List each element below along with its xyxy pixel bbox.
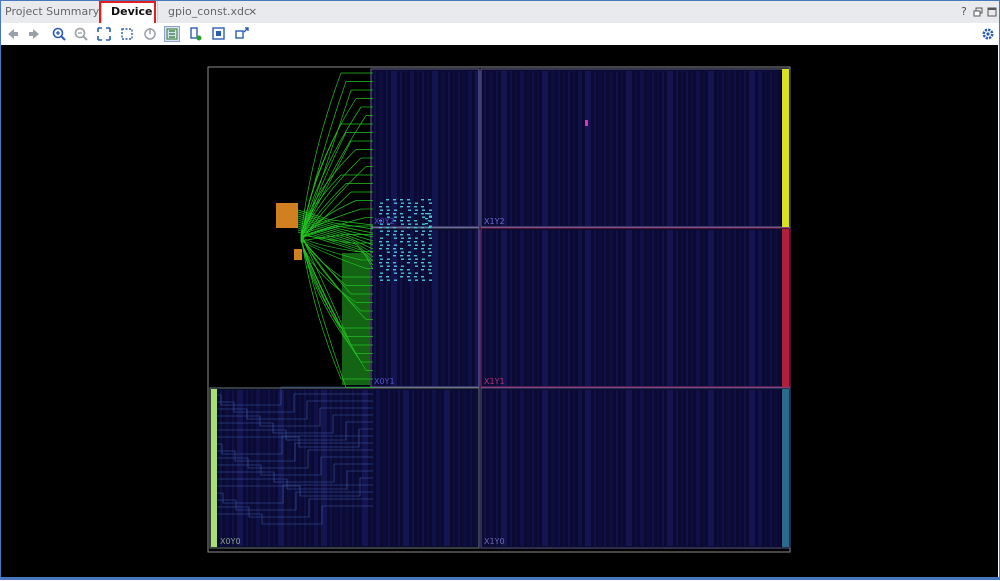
close-icon[interactable]: ×: [248, 5, 258, 18]
tab-label: Project Summary: [5, 5, 100, 18]
tab-label: gpio_const.xdc: [168, 5, 251, 18]
gear-icon[interactable]: [980, 26, 996, 42]
tab-project-summary[interactable]: Project Summary: [1, 1, 100, 23]
placed-cells: [379, 199, 432, 281]
tab-gpio-const-xdc[interactable]: gpio_const.xdc ×: [164, 1, 259, 23]
region-X1Y1[interactable]: [480, 227, 791, 388]
clock-bar-top: [782, 69, 789, 227]
region-X1Y0[interactable]: [480, 387, 791, 549]
x0y0-routing: [217, 386, 373, 525]
placed-cell-marker[interactable]: [585, 120, 588, 126]
region-label: X1Y2: [484, 217, 505, 226]
routing-resources-toggle[interactable]: [164, 26, 180, 42]
zoom-out-icon[interactable]: [73, 26, 89, 42]
select-area-icon[interactable]: [211, 26, 227, 42]
clock-bar-bottom: [782, 389, 789, 547]
zoom-in-icon[interactable]: [51, 26, 67, 42]
routing-bundle: [342, 253, 370, 385]
routing-resources-icon: [166, 28, 178, 40]
back-icon[interactable]: [5, 26, 21, 42]
placement-icon[interactable]: [188, 26, 204, 42]
region-X0Y0[interactable]: [209, 387, 480, 549]
forward-icon[interactable]: [26, 26, 42, 42]
region-X1Y2[interactable]: [480, 68, 791, 228]
tab-device[interactable]: Device: [101, 1, 158, 23]
region-X0Y2[interactable]: [370, 68, 480, 228]
refresh-icon[interactable]: [142, 26, 158, 42]
region-X0Y1[interactable]: [370, 227, 480, 388]
io-bank-upper[interactable]: [276, 203, 298, 228]
region-label: X0Y0: [220, 537, 241, 546]
region-label: X1Y1: [484, 377, 505, 386]
toolbar: [1, 23, 999, 45]
zoom-fit-icon[interactable]: [96, 26, 112, 42]
device-floorplan[interactable]: X0Y2 X1Y2 X0Y1 X1Y1 X0Y0 X1Y0: [1, 45, 998, 577]
device-view-canvas[interactable]: X0Y2 X1Y2 X0Y1 X1Y1 X0Y0 X1Y0: [1, 45, 998, 577]
io-bank-lower[interactable]: [294, 249, 302, 260]
tab-label: Device: [111, 5, 153, 18]
region-label: X0Y2: [374, 217, 395, 226]
io-strip: [211, 389, 217, 547]
maximize-icon[interactable]: [987, 7, 997, 17]
clock-bar-middle: [782, 229, 789, 387]
fabric-columns: [218, 70, 781, 547]
region-label: X1Y0: [484, 537, 505, 546]
zoom-area-icon[interactable]: [119, 26, 135, 42]
fit-selection-icon[interactable]: [234, 26, 250, 42]
help-icon[interactable]: ?: [961, 5, 967, 18]
bottom-border: [0, 577, 1000, 580]
region-label: X0Y1: [374, 377, 395, 386]
restore-icon[interactable]: [973, 7, 983, 17]
